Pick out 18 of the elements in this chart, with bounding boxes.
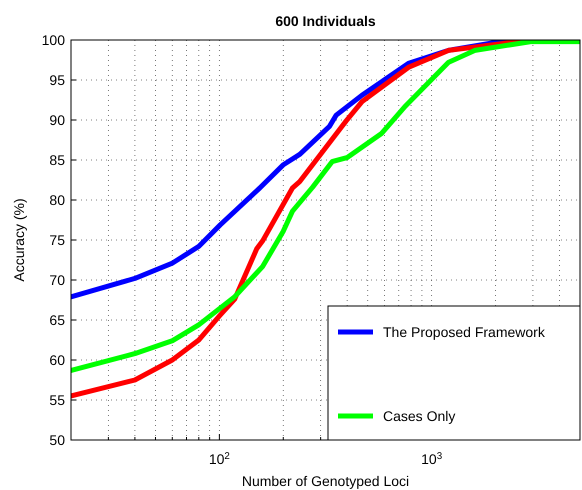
y-tick-label: 90 [49, 112, 66, 128]
y-tick-label: 85 [49, 152, 66, 168]
y-tick-label: 65 [49, 312, 66, 328]
y-tick-label: 60 [49, 352, 66, 368]
x-axis-title: Number of Genotyped Loci [242, 473, 410, 489]
y-tick-label: 50 [49, 432, 66, 448]
chart-title: 600 Individuals [275, 13, 376, 29]
x-tick-label: 10$^{2}$ [208, 450, 230, 467]
legend-label: The Proposed Framework [383, 324, 546, 340]
y-tick-label: 95 [49, 72, 66, 88]
y-tick-label: 70 [49, 272, 66, 288]
x-tick-label: 10$^{3}$ [421, 450, 443, 467]
y-tick-label: 55 [49, 392, 66, 408]
legend-label: Cases Only [383, 408, 456, 424]
y-axis-title: Accuracy (%) [11, 198, 27, 282]
y-tick-label: 100 [42, 32, 66, 48]
y-tick-label: 75 [49, 232, 66, 248]
y-tick-label: 80 [49, 192, 66, 208]
